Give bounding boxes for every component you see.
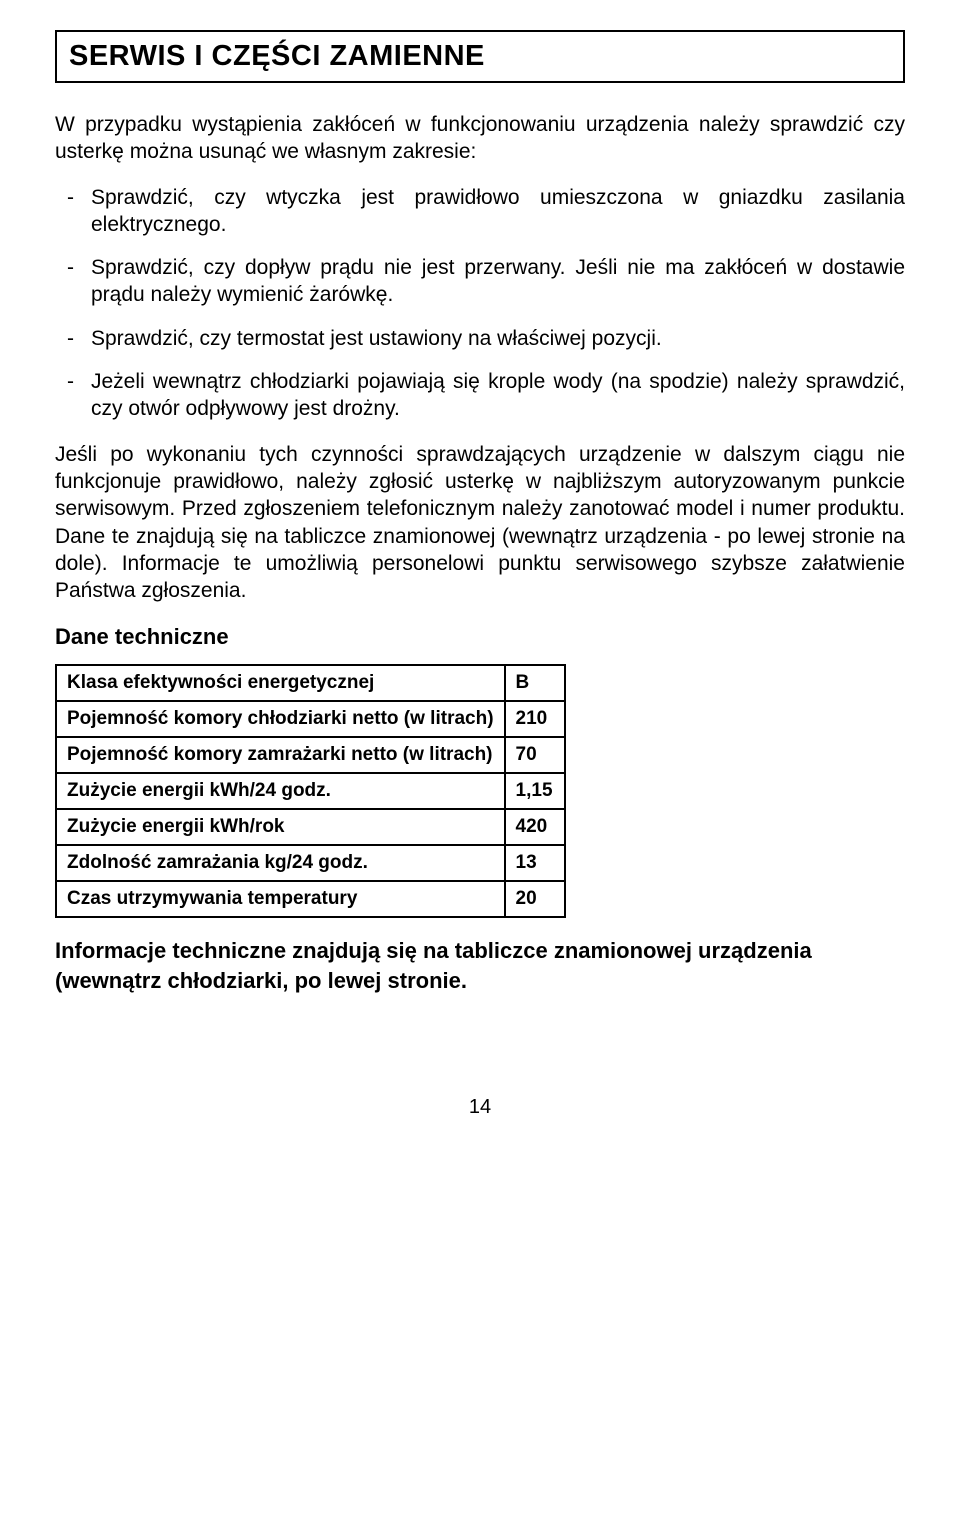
bullet-text: Sprawdzić, czy wtyczka jest prawidłowo u… [91, 184, 905, 239]
spec-label: Czas utrzymywania temperatury [56, 881, 505, 917]
table-row: Pojemność komory chłodziarki netto (w li… [56, 701, 565, 737]
specs-table: Klasa efektywności energetycznej B Pojem… [55, 664, 566, 918]
spec-value: 13 [505, 845, 565, 881]
spec-value: 210 [505, 701, 565, 737]
spec-label: Pojemność komory zamrażarki netto (w lit… [56, 737, 505, 773]
body-paragraph: Jeśli po wykonaniu tych czynności sprawd… [55, 441, 905, 605]
spec-value: 420 [505, 809, 565, 845]
title-box: SERWIS I CZĘŚCI ZAMIENNE [55, 30, 905, 83]
spec-value: B [505, 665, 565, 701]
bullet-text: Jeżeli wewnątrz chłodziarki pojawiają si… [91, 368, 905, 423]
bullet-dash-icon: - [55, 325, 91, 352]
table-row: Zużycie energii kWh/24 godz. 1,15 [56, 773, 565, 809]
spec-label: Zdolność zamrażania kg/24 godz. [56, 845, 505, 881]
bullet-dash-icon: - [55, 254, 91, 309]
table-row: Czas utrzymywania temperatury 20 [56, 881, 565, 917]
bullet-item: - Sprawdzić, czy wtyczka jest prawidłowo… [55, 184, 905, 239]
intro-paragraph: W przypadku wystąpienia zakłóceń w funkc… [55, 111, 905, 166]
spec-label: Zużycie energii kWh/24 godz. [56, 773, 505, 809]
spec-value: 70 [505, 737, 565, 773]
table-row: Pojemność komory zamrażarki netto (w lit… [56, 737, 565, 773]
bullet-item: - Jeżeli wewnątrz chłodziarki pojawiają … [55, 368, 905, 423]
spec-value: 1,15 [505, 773, 565, 809]
bullet-dash-icon: - [55, 368, 91, 423]
spec-value: 20 [505, 881, 565, 917]
bullet-item: - Sprawdzić, czy termostat jest ustawion… [55, 325, 905, 352]
specs-heading: Dane techniczne [55, 624, 905, 650]
spec-label: Zużycie energii kWh/rok [56, 809, 505, 845]
closing-paragraph: Informacje techniczne znajdują się na ta… [55, 936, 905, 995]
page-title: SERWIS I CZĘŚCI ZAMIENNE [69, 40, 891, 73]
spec-label: Pojemność komory chłodziarki netto (w li… [56, 701, 505, 737]
page-number: 14 [55, 1096, 905, 1119]
bullet-dash-icon: - [55, 184, 91, 239]
spec-label: Klasa efektywności energetycznej [56, 665, 505, 701]
table-row: Zdolność zamrażania kg/24 godz. 13 [56, 845, 565, 881]
bullet-item: - Sprawdzić, czy dopływ prądu nie jest p… [55, 254, 905, 309]
bullet-text: Sprawdzić, czy termostat jest ustawiony … [91, 325, 905, 352]
table-row: Klasa efektywności energetycznej B [56, 665, 565, 701]
bullet-list: - Sprawdzić, czy wtyczka jest prawidłowo… [55, 184, 905, 423]
bullet-text: Sprawdzić, czy dopływ prądu nie jest prz… [91, 254, 905, 309]
table-row: Zużycie energii kWh/rok 420 [56, 809, 565, 845]
